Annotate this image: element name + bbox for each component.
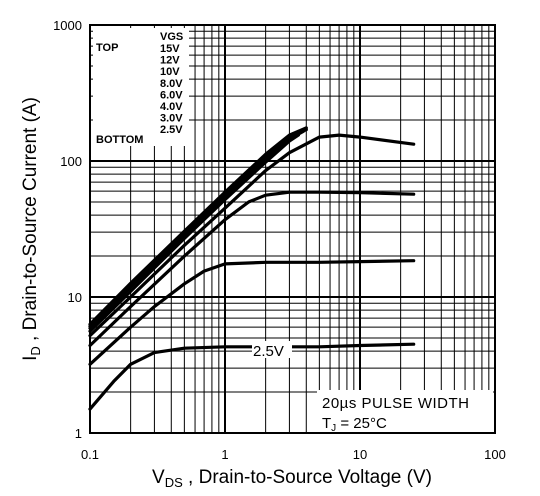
y-tick-label: 10: [68, 290, 82, 305]
series-line-4-0v: [88, 190, 416, 348]
legend-background: [93, 28, 189, 146]
x-tick-label: 0.1: [81, 447, 99, 462]
x-tick-label: 1: [221, 447, 228, 462]
y-axis-label-subscript: D: [28, 346, 43, 355]
tick-labels: 0.1 1 10 100 1 10 100 1000: [53, 18, 506, 462]
legend-entry: 4.0V: [160, 101, 183, 113]
test-conditions-note: 20µs PULSE WIDTH TJ = 25°C: [317, 390, 493, 434]
curve-label: 2.5V: [253, 343, 284, 360]
legend-entry: 3.0V: [160, 113, 183, 125]
y-axis-label-rest: , Drain-to-Source Current (A): [20, 97, 41, 346]
note-line-2-subscript: J: [331, 423, 336, 434]
series-line-6-0v: [88, 133, 416, 338]
x-tick-label: 10: [353, 447, 367, 462]
legend-entry: 8.0V: [160, 78, 183, 90]
legend: TOP BOTTOM VGS 15V12V10V8.0V6.0V4.0V3.0V…: [93, 28, 189, 146]
series-line-2-5v: [88, 342, 416, 411]
legend-entry: 15V: [160, 43, 180, 55]
series-lines: [88, 126, 416, 411]
y-tick-label: 100: [60, 154, 82, 169]
y-tick-label: 1000: [53, 18, 82, 33]
legend-top-label: TOP: [96, 42, 118, 54]
y-tick-label: 1: [75, 426, 82, 441]
x-tick-label: 100: [484, 447, 506, 462]
note-line-1: 20µs PULSE WIDTH: [322, 395, 470, 412]
x-axis-label-rest: , Drain-to-Source Voltage (V): [183, 467, 432, 488]
y-axis-label-main: I: [20, 356, 41, 361]
note-background: [317, 390, 493, 432]
x-axis-label-subscript: DS: [165, 475, 183, 490]
legend-entry: 6.0V: [160, 89, 183, 101]
curve-label-group: 2.5V: [252, 341, 292, 360]
series-line-15v: [88, 126, 308, 326]
curve-label-background: [252, 341, 292, 358]
y-axis-label: ID , Drain-to-Source Current (A): [20, 97, 43, 361]
legend-header: VGS: [160, 31, 183, 43]
x-axis-label-main: V: [152, 467, 165, 488]
plot-frame: [89, 24, 496, 434]
legend-entry: 10V: [160, 66, 180, 78]
note-line-2-rest: = 25°C: [336, 415, 387, 432]
legend-entry: 12V: [160, 55, 180, 67]
note-line-2: TJ = 25°C: [322, 415, 387, 434]
legend-entry: 2.5V: [160, 124, 183, 136]
legend-bottom-label: BOTTOM: [96, 134, 143, 146]
grid: [90, 25, 495, 433]
series-line-8-0v: [88, 133, 300, 333]
x-axis-label: VDS , Drain-to-Source Voltage (V): [152, 467, 432, 490]
note-line-2-main: T: [322, 415, 331, 432]
series-line-3-0v: [88, 259, 416, 366]
